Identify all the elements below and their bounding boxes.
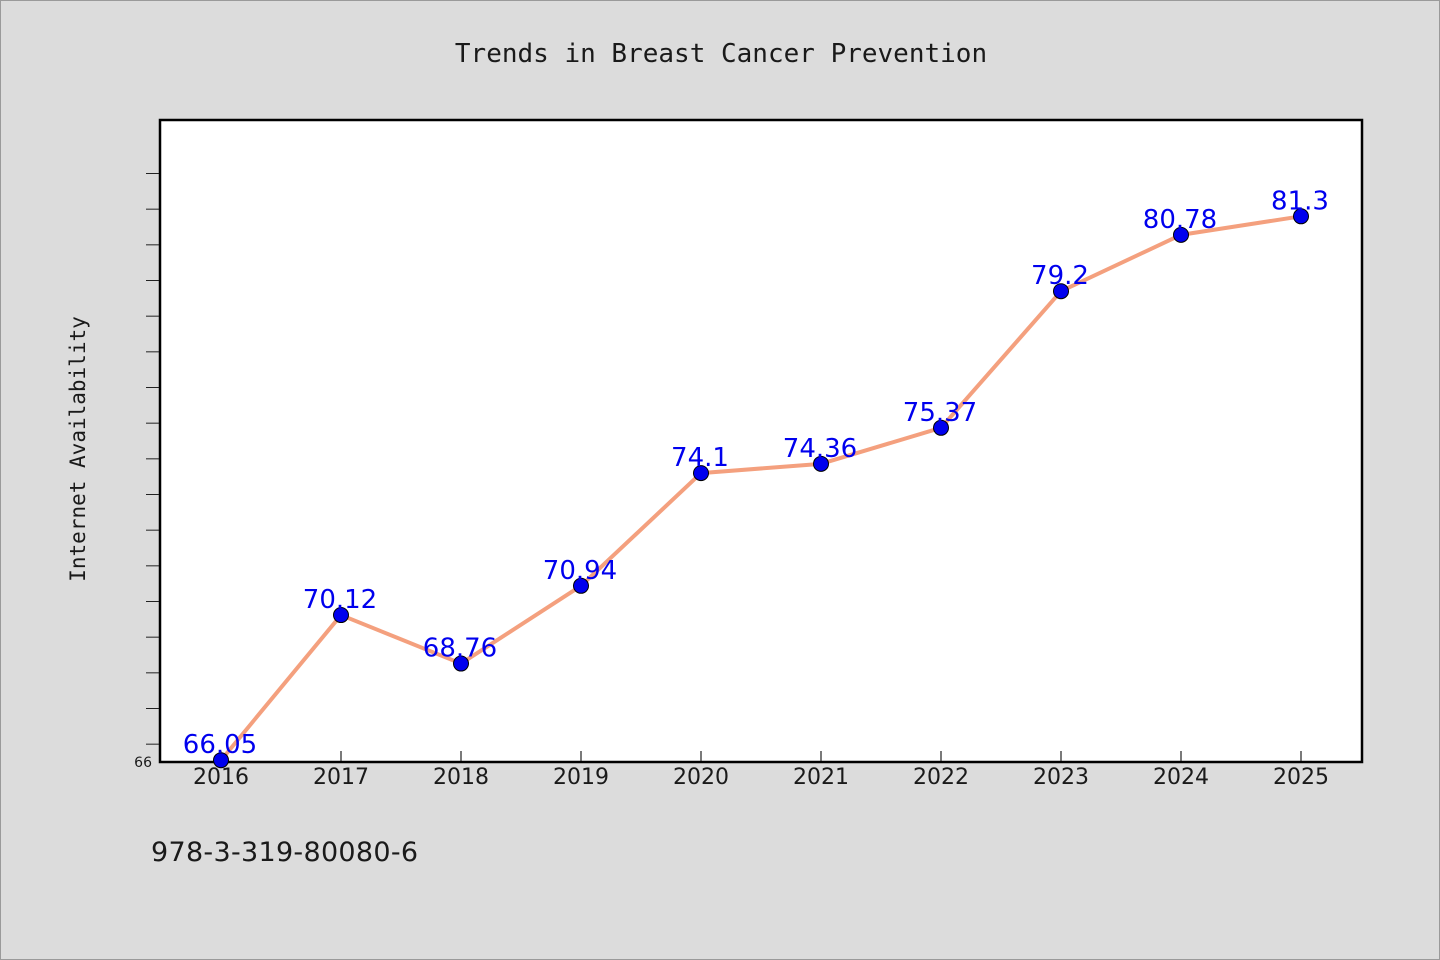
data-point bbox=[1293, 208, 1309, 225]
data-point bbox=[573, 577, 589, 594]
y-tick-label: 66 bbox=[134, 755, 152, 771]
y-axis-ticks: 66 bbox=[134, 173, 159, 771]
data-point bbox=[1173, 226, 1189, 243]
series-line bbox=[219, 214, 1303, 763]
series-layer: 66.05 70.12 68.76 70.94 74.1 74.36 75.37 79.2 80… bbox=[183, 186, 1329, 769]
x-tick-label: 2024 bbox=[1153, 765, 1209, 790]
data-label: 74.1 bbox=[671, 443, 729, 473]
x-tick-label: 2022 bbox=[913, 765, 969, 790]
data-point bbox=[693, 465, 709, 482]
chart-title: Trends in Breast Cancer Prevention bbox=[455, 39, 987, 69]
x-tick-label: 2025 bbox=[1273, 765, 1329, 790]
data-point bbox=[213, 752, 229, 769]
x-tick-label: 2021 bbox=[793, 765, 849, 790]
data-label: 74.36 bbox=[783, 434, 857, 464]
x-axis-ticks: 2016 2017 2018 2019 2020 2021 2022 2023 2024 2025 bbox=[193, 751, 1329, 790]
data-point bbox=[813, 455, 829, 472]
x-tick-label: 2019 bbox=[553, 765, 609, 790]
data-label: 66.05 bbox=[183, 730, 257, 760]
x-tick-label: 2018 bbox=[433, 765, 489, 790]
data-label: 68.76 bbox=[423, 634, 497, 664]
x-tick-label: 2017 bbox=[313, 765, 369, 790]
data-point bbox=[333, 607, 349, 624]
data-point bbox=[1053, 283, 1069, 300]
data-label: 79.2 bbox=[1031, 261, 1089, 291]
x-tick-label: 2020 bbox=[673, 765, 729, 790]
x-tick-label: 2016 bbox=[193, 765, 249, 790]
data-point bbox=[933, 419, 949, 436]
data-label: 75.37 bbox=[903, 398, 977, 428]
plot-area bbox=[158, 118, 1364, 764]
data-label: 81.3 bbox=[1271, 186, 1329, 216]
x-tick-label: 2023 bbox=[1033, 765, 1089, 790]
data-label: 70.94 bbox=[543, 556, 617, 586]
y-axis-label: Internet Availability bbox=[66, 316, 90, 582]
isbn-text: 978-3-319-80080-6 bbox=[151, 837, 419, 868]
data-label: 80.78 bbox=[1143, 205, 1217, 235]
data-label: 70.12 bbox=[303, 585, 377, 615]
data-point bbox=[453, 655, 469, 672]
